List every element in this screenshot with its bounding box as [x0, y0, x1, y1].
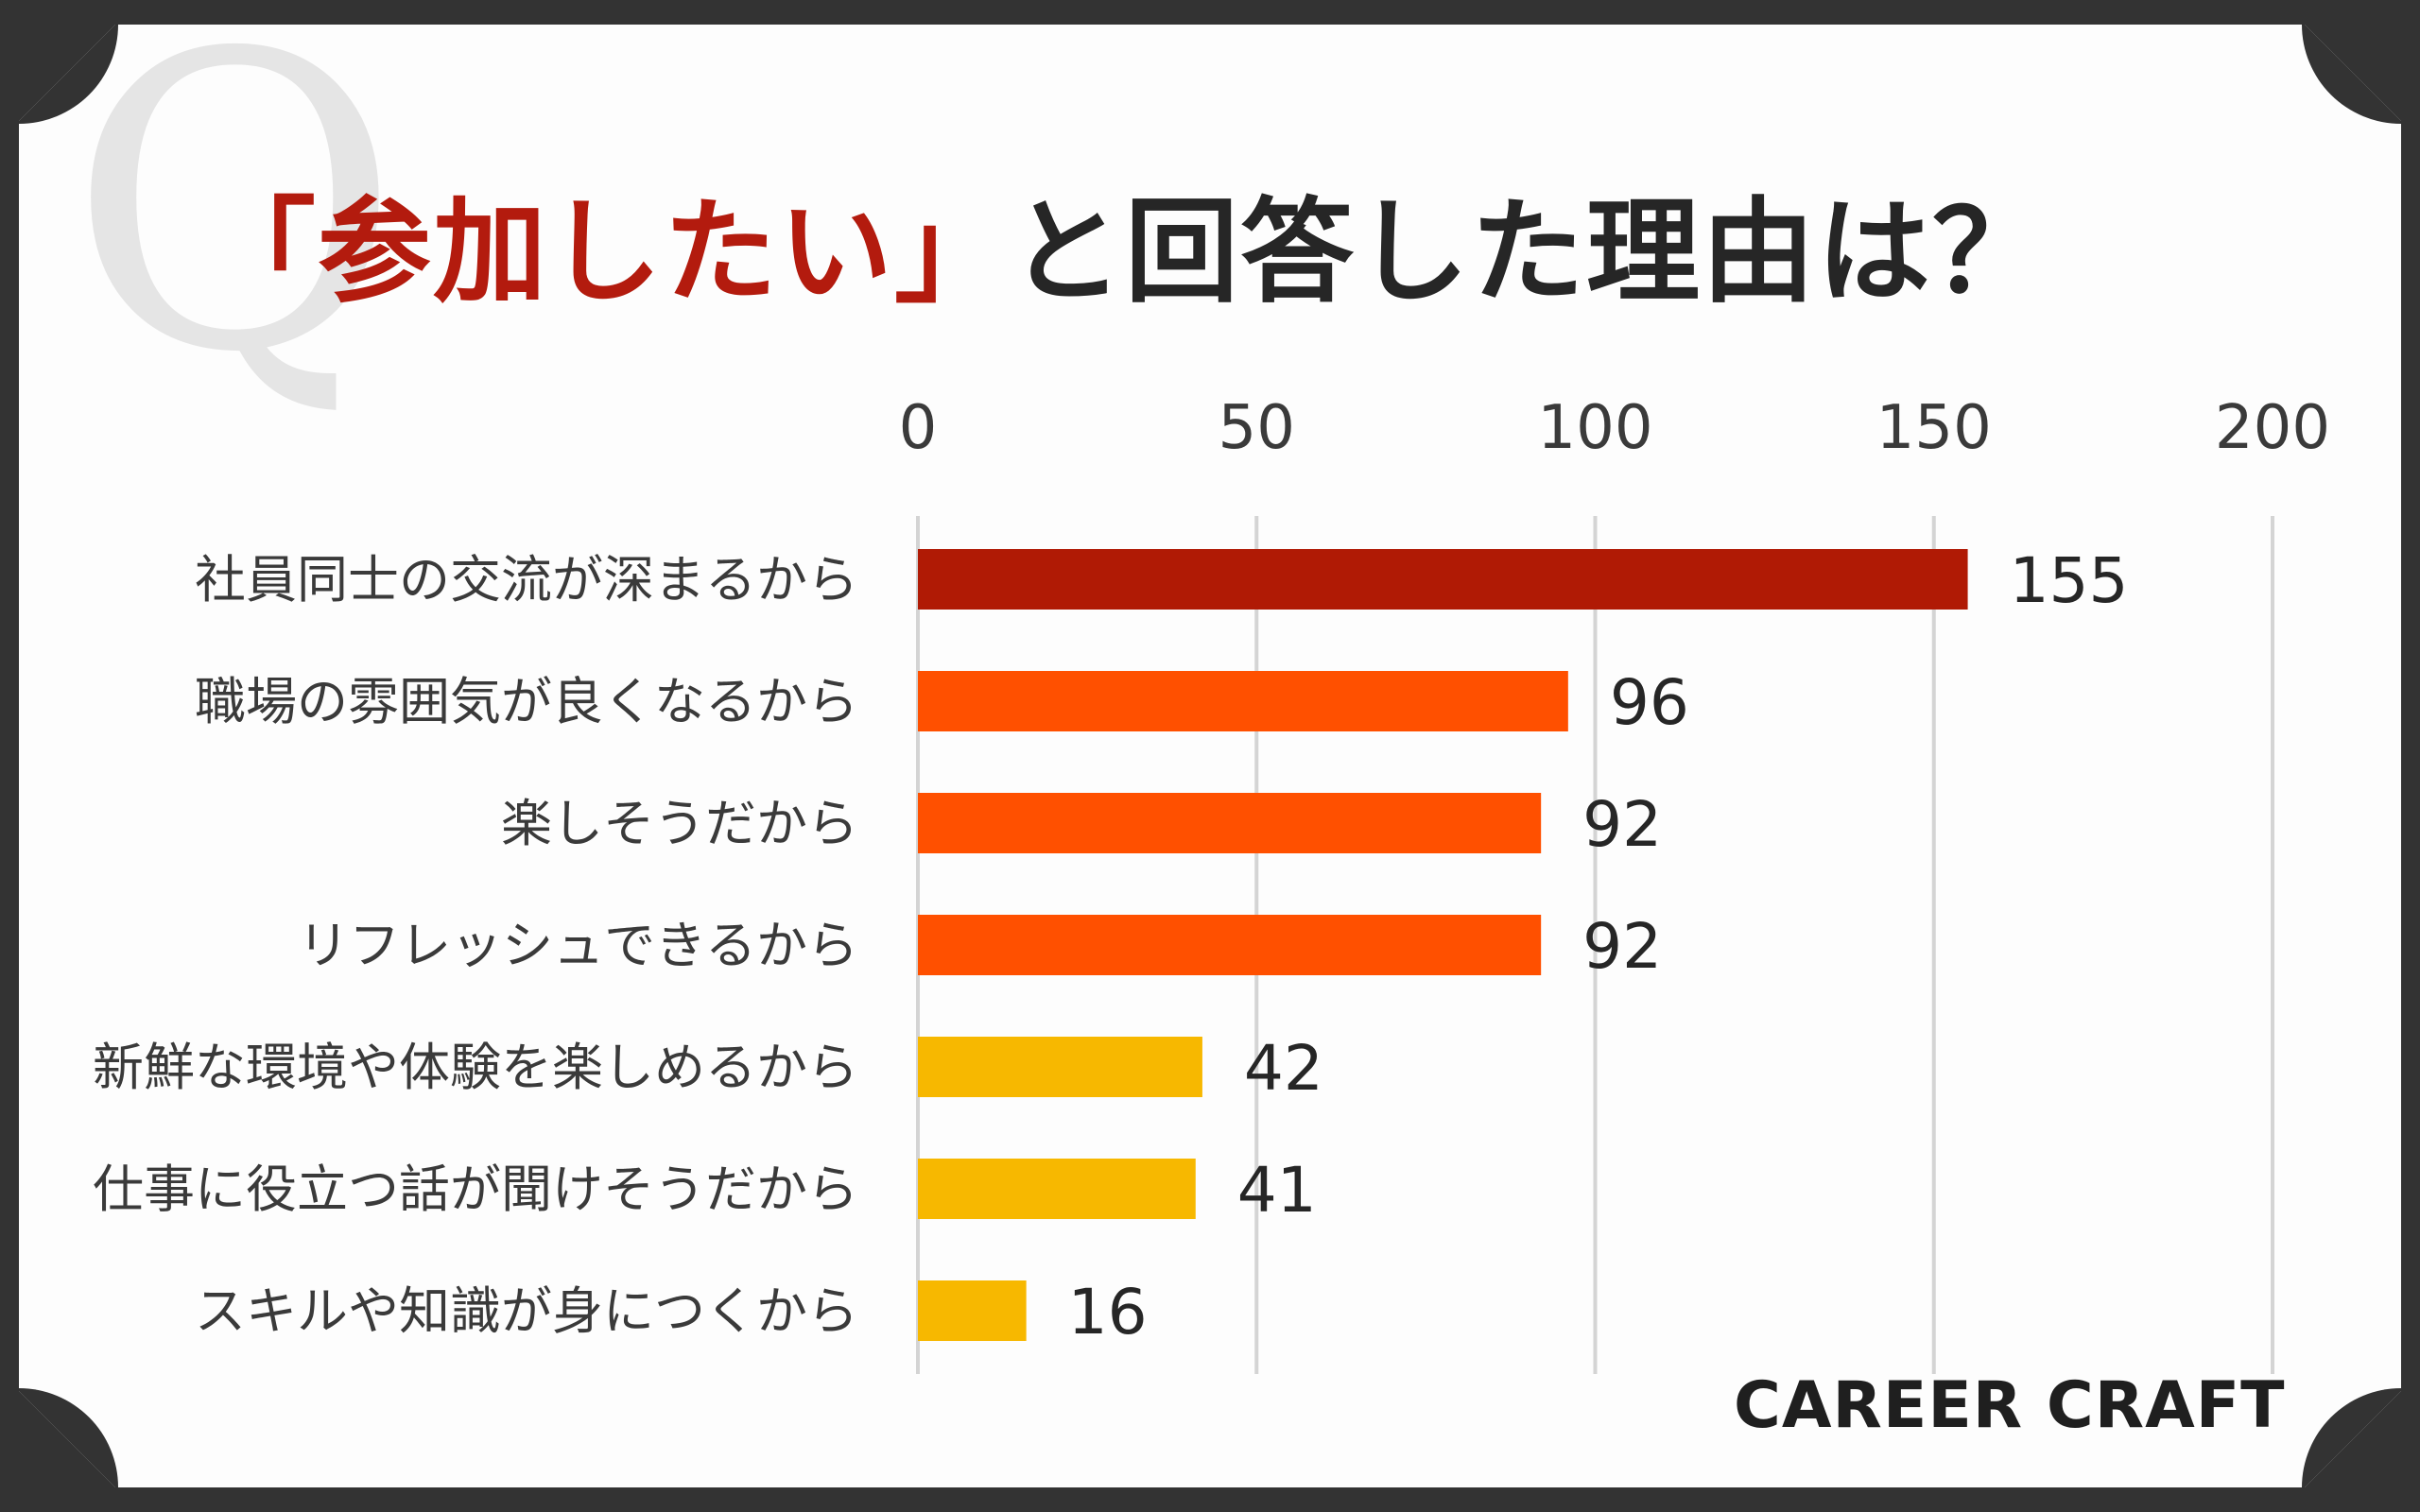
bar [918, 1037, 1202, 1097]
x-tick-label: 200 [2215, 393, 2330, 463]
bar [918, 1159, 1196, 1219]
value-label: 41 [1237, 1154, 1317, 1227]
category-label: 職場の雰囲気が良くなるから [195, 672, 858, 731]
bars [918, 549, 1968, 1341]
chart-title-rest: と回答した理由は？ [1010, 187, 2048, 318]
bar [918, 549, 1968, 610]
category-label: 仕事に役立つ話が聞けそうだから [93, 1160, 858, 1219]
x-tick-label: 150 [1876, 393, 1992, 463]
chart-title-highlight: 「参加したい」 [202, 187, 1010, 318]
value-label: 42 [1244, 1032, 1323, 1105]
category-labels: 社員同士の交流が深まるから職場の雰囲気が良くなるから楽しそうだからリフレッシュで… [93, 550, 858, 1341]
x-axis-ticks: 0 50 100 150 200 [899, 393, 2330, 463]
value-label: 155 [2010, 544, 2129, 617]
chart-card: Q 「参加したい」と回答した理由は？ 0 50 100 150 200 社員同士の交流が… [19, 25, 2401, 1487]
value-label: 16 [1068, 1276, 1148, 1349]
chart-title: 「参加したい」と回答した理由は？ [202, 185, 2048, 321]
category-label: リフレッシュできるから [298, 916, 858, 975]
category-label: 社員同士の交流が深まるから [195, 550, 858, 610]
category-label: スキルや知識が身につくから [195, 1281, 858, 1341]
bar [918, 671, 1568, 731]
value-label: 92 [1582, 788, 1662, 861]
bar-chart: 0 50 100 150 200 社員同士の交流が深まるから職場の雰囲気が良くなるから楽… [93, 393, 2330, 1374]
value-label: 92 [1582, 910, 1662, 983]
value-labels: 155 96 92 92 42 41 16 [1068, 544, 2129, 1349]
category-label: 楽しそうだから [501, 794, 858, 853]
bar [918, 915, 1542, 975]
x-tick-label: 100 [1537, 393, 1652, 463]
bar [918, 1280, 1027, 1341]
bar [918, 793, 1542, 853]
x-tick-label: 0 [899, 393, 938, 463]
value-label: 96 [1610, 666, 1689, 739]
brand-logo-text: CAREER CRAFT [1734, 1368, 2286, 1443]
q-letter-watermark: Q [68, 25, 402, 441]
x-tick-label: 50 [1219, 393, 1295, 463]
category-label: 新鮮な環境や体験を楽しめるから [93, 1038, 858, 1097]
